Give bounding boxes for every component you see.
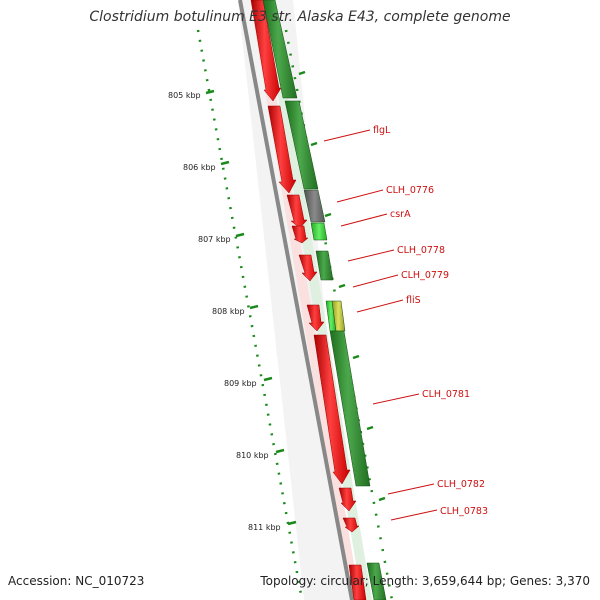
gene-arrow [291, 225, 309, 244]
gene-arrow [342, 517, 360, 533]
tick-label: 809 kbp [224, 379, 257, 388]
tick-label: 811 kbp [248, 523, 281, 532]
gene-label-flgL: flgL [373, 125, 391, 136]
tick-label: 805 kbp [168, 91, 201, 100]
genome-summary-text: Topology: circular; Length: 3,659,644 bp… [260, 574, 590, 588]
gene-arrow [366, 562, 387, 600]
gene-labels: flgL CLH_0776 csrA CLH_0778 CLH_0779 fli… [373, 125, 488, 517]
gene-arrow [329, 330, 371, 487]
gene-leader-lines [323, 129, 438, 521]
genome-backbone [238, 0, 354, 600]
gene-label-CLH_0778: CLH_0778 [397, 245, 445, 256]
gene-arrow [267, 105, 297, 194]
gene-arrow [284, 100, 319, 190]
reverse-strand-genes [250, 0, 367, 600]
gene-arrow [331, 300, 346, 332]
gene-arrow [303, 189, 326, 223]
gene-label-CLH_0783: CLH_0783 [440, 506, 488, 517]
gene-arrow [250, 0, 282, 102]
gene-arrow [310, 222, 328, 241]
gene-label-fliS: fliS [406, 295, 421, 306]
gene-label-CLH_0779: CLH_0779 [401, 270, 449, 281]
gene-arrow [286, 194, 308, 229]
gc-tick-dashes [298, 70, 386, 502]
map-title: Clostridium botulinum E3 str. Alaska E43… [89, 9, 511, 25]
tick-label: 808 kbp [212, 307, 245, 316]
tick-label: 807 kbp [198, 235, 231, 244]
gene-arrow [315, 250, 334, 281]
gene-arrow [306, 304, 325, 332]
gene-arrow [313, 334, 351, 485]
tick-label: 806 kbp [183, 163, 216, 172]
gene-arrow [298, 254, 318, 282]
position-ticks: 805 kbp 806 kbp 807 kbp 808 kbp 809 kbp … [168, 89, 297, 532]
gene-label-csrA: csrA [390, 209, 411, 220]
forward-strand-genes [262, 0, 387, 600]
gene-label-CLH_0782: CLH_0782 [437, 479, 485, 490]
tick-label: 810 kbp [236, 451, 269, 460]
gene-arrow [262, 0, 298, 99]
accession-text: Accession: NC_010723 [8, 574, 145, 588]
gene-label-CLH_0776: CLH_0776 [386, 185, 434, 196]
gene-arrow [348, 564, 367, 600]
gene-arrow [338, 487, 357, 512]
gene-label-CLH_0781: CLH_0781 [422, 389, 470, 400]
